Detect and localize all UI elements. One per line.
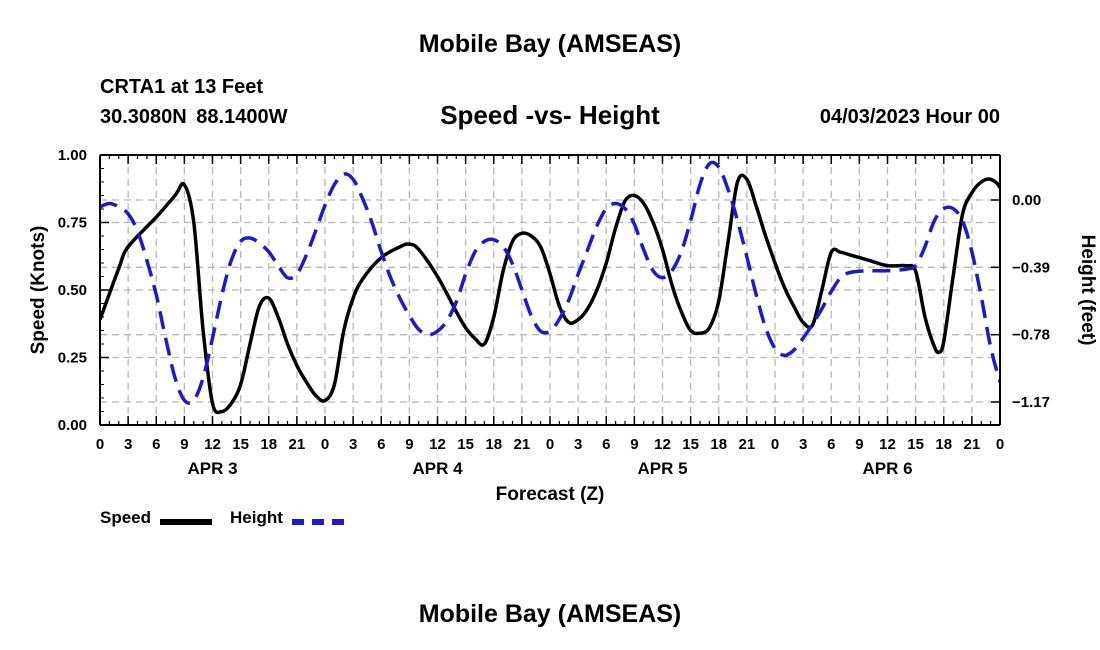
- y-left-tick-label: 1.00: [58, 147, 87, 164]
- y-right-tick-label: −0.78: [1012, 327, 1050, 344]
- x-tick-label: 0: [996, 436, 1004, 453]
- y-right-tick-label: 0.00: [1012, 192, 1041, 209]
- day-label: APR 6: [862, 459, 912, 478]
- x-tick-label: 3: [349, 436, 357, 453]
- y-left-tick-label: 0.50: [58, 282, 87, 299]
- x-tick-label: 3: [124, 436, 132, 453]
- chart-title: Mobile Bay (AMSEAS): [418, 30, 682, 58]
- x-tick-label: 15: [232, 436, 249, 453]
- x-tick-label: 18: [485, 436, 502, 453]
- x-tick-label: 12: [879, 436, 896, 453]
- x-tick-label: 6: [827, 436, 835, 453]
- x-tick-label: 15: [907, 436, 924, 453]
- chart-subtitle: Speed -vs- Height: [440, 100, 660, 130]
- y-right-tick-label: −1.17: [1012, 394, 1050, 411]
- x-tick-label: 3: [799, 436, 807, 453]
- legend-label-speed: Speed: [100, 508, 152, 527]
- y-left-tick-label: 0.25: [58, 350, 87, 367]
- x-tick-label: 0: [546, 436, 554, 453]
- y-right-tick-label: −0.39: [1012, 259, 1050, 276]
- x-tick-label: 12: [429, 436, 446, 453]
- x-tick-label: 9: [405, 436, 413, 453]
- x-tick-label: 0: [771, 436, 779, 453]
- x-tick-label: 12: [204, 436, 221, 453]
- x-tick-label: 21: [964, 436, 981, 453]
- x-tick-label: 12: [654, 436, 671, 453]
- legend-swatch-speed: [160, 519, 212, 525]
- series-layer: [100, 160, 1000, 415]
- series-line-speed: [100, 173, 1000, 415]
- legend-swatch-height: [292, 519, 344, 525]
- x-tick-label: 9: [180, 436, 188, 453]
- x-tick-label: 0: [96, 436, 104, 453]
- day-label: APR 5: [637, 459, 687, 478]
- y-left-tick-label: 0.75: [58, 215, 87, 232]
- x-tick-label: 6: [602, 436, 610, 453]
- series-line-height: [100, 160, 1000, 405]
- x-tick-label: 21: [514, 436, 531, 453]
- forecast-run-time: 04/03/2023 Hour 00: [819, 106, 1000, 128]
- day-label: APR 4: [412, 459, 463, 478]
- x-tick-label: 18: [260, 436, 277, 453]
- x-tick-label: 15: [457, 436, 474, 453]
- grid: [100, 155, 1000, 425]
- x-tick-label: 21: [739, 436, 756, 453]
- legend-item-speed: Speed: [100, 508, 151, 528]
- x-tick-label: 18: [935, 436, 952, 453]
- x-tick-label: 6: [152, 436, 160, 453]
- footer-title: Mobile Bay (AMSEAS): [418, 600, 682, 628]
- x-tick-label: 18: [710, 436, 727, 453]
- x-tick-label: 9: [630, 436, 638, 453]
- legend-item-height: Height: [230, 508, 283, 528]
- day-label: APR 3: [187, 459, 237, 478]
- station-coordinates: 30.3080N 88.1400W: [100, 106, 288, 128]
- x-tick-label: 21: [289, 436, 306, 453]
- x-tick-label: 6: [377, 436, 385, 453]
- x-tick-label: 15: [682, 436, 699, 453]
- station-name: CRTA1 at 13 Feet: [100, 76, 264, 98]
- x-tick-label: 3: [574, 436, 582, 453]
- y-left-tick-label: 0.00: [58, 417, 87, 434]
- axes: 0 3 6 9 12 15 18 21 0 3 6 9 12 15 18 21 0 3 6 9 12 15 18 21 0 3 6 9…: [58, 147, 1050, 478]
- y-axis-right-label: Height (feet): [1077, 235, 1098, 346]
- legend-label-height: Height: [230, 508, 283, 527]
- x-axis-label: Forecast (Z): [496, 484, 605, 505]
- x-tick-label: 0: [321, 436, 329, 453]
- y-axis-left-label: Speed (Knots): [28, 226, 49, 355]
- x-tick-label: 9: [855, 436, 863, 453]
